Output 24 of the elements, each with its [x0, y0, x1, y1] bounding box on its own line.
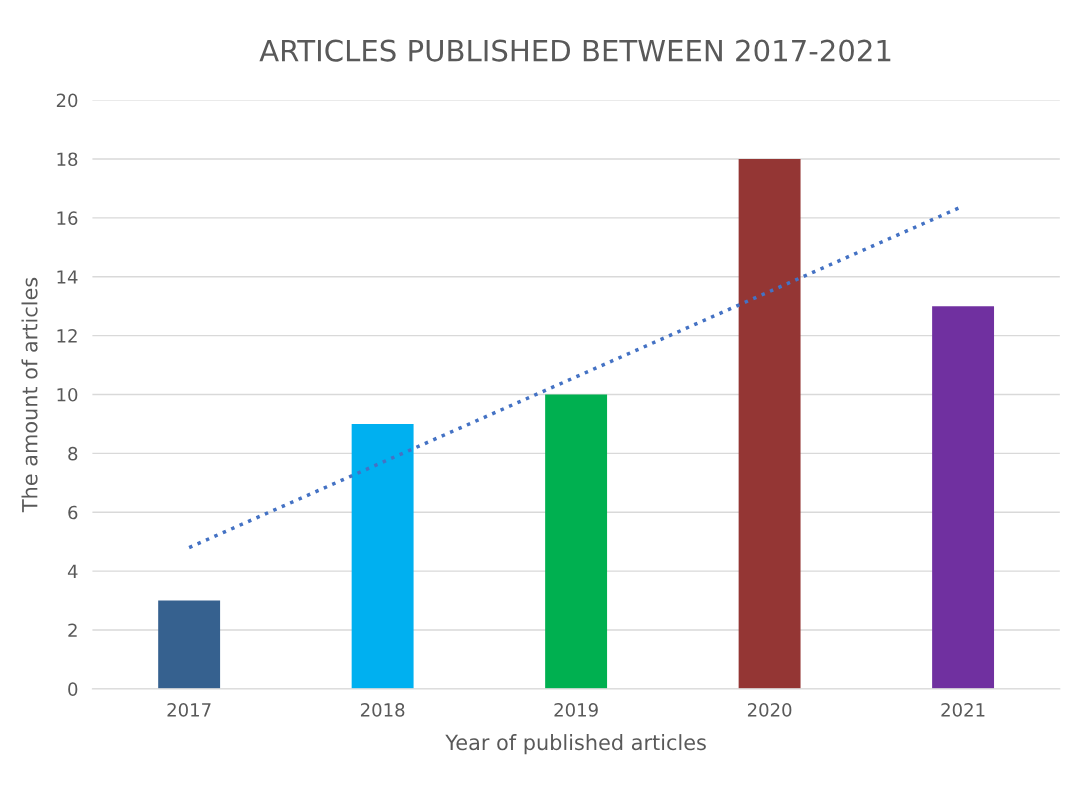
x-tick-label: 2017 — [167, 703, 211, 717]
y-tick-label: 8 — [68, 446, 78, 461]
bar — [932, 306, 995, 689]
x-tick-label: 2020 — [747, 703, 792, 717]
y-tick-label: 20 — [56, 93, 78, 108]
y-tick-label: 0 — [68, 682, 78, 696]
y-tick-label: 18 — [57, 152, 78, 167]
y-tick-label: 2 — [68, 623, 77, 637]
bar — [738, 159, 801, 689]
y-tick-label: 16 — [57, 211, 78, 225]
bar — [545, 394, 608, 689]
y-axis-title: The amount of articles — [21, 277, 38, 513]
y-tick-label: 14 — [57, 270, 78, 284]
chart-title: ARTICLES PUBLISHED BETWEEN 2017-2021 — [259, 39, 891, 62]
y-tick-label: 10 — [57, 387, 78, 402]
bar — [158, 600, 221, 689]
x-tick-label: 2019 — [554, 703, 598, 717]
x-tick-label: 2018 — [360, 703, 405, 717]
y-tick-label: 12 — [57, 329, 77, 343]
y-tick-label: 4 — [67, 564, 78, 578]
x-axis-title: Year of published articles — [445, 734, 706, 755]
x-tick-label: 2021 — [941, 703, 985, 717]
y-tick-label: 6 — [68, 505, 78, 520]
bar — [351, 423, 414, 689]
